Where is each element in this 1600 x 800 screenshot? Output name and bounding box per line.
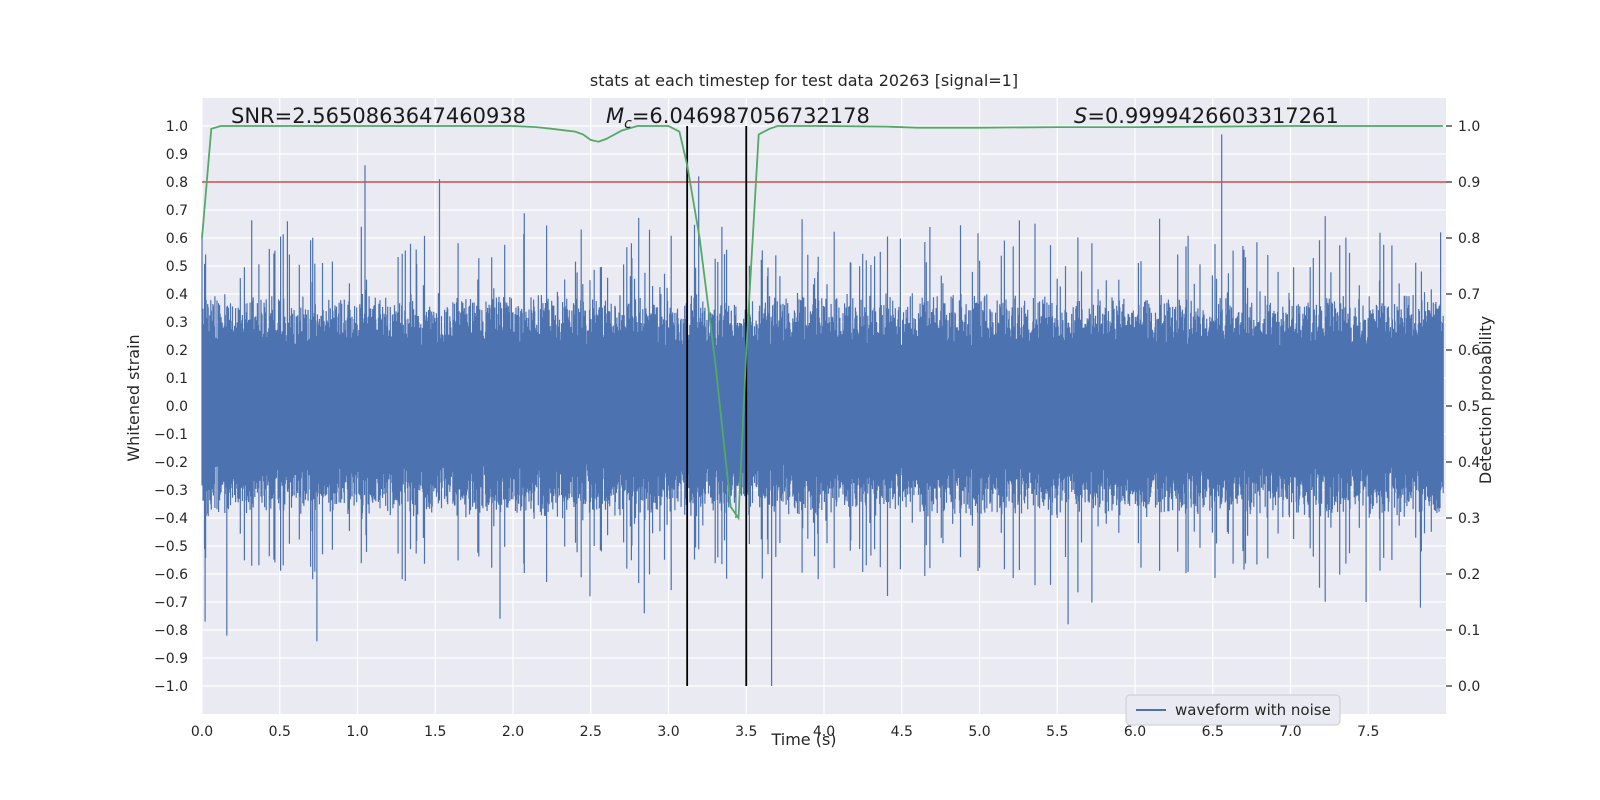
right-y-tick-label: 0.4 [1458,455,1480,471]
x-tick-label: 0.5 [269,724,291,740]
right-y-axis-label: Detection probability [1476,316,1495,484]
x-tick-label: 6.5 [1202,724,1224,740]
left-y-tick-label: −0.2 [154,455,188,471]
left-y-tick-label: −0.1 [154,427,188,443]
right-y-tick-label: 0.5 [1458,399,1480,415]
left-y-axis-ticks: 1.0 0.9 0.8 0.7 0.6 0.5 0.4 0.3 0.2 0.1 0.0 −0.1 −0.… [154,119,188,695]
chirp-mass-subscript: c [624,116,632,132]
left-y-tick-label: 0.3 [166,315,188,331]
x-tick-label: 3.5 [735,724,757,740]
left-y-tick-label: 0.5 [166,259,188,275]
x-tick-label: 3.0 [657,724,679,740]
left-y-tick-label: −0.6 [154,567,188,583]
right-y-tick-label: 0.8 [1458,231,1480,247]
chirp-mass-annotation: Mc=6.046987056732178 [606,104,870,132]
x-tick-label: 1.0 [346,724,368,740]
x-tick-label: 0.0 [191,724,213,740]
x-axis-ticks: 0.0 0.5 1.0 1.5 2.0 2.5 3.0 3.5 4.0 4.5 5.0 5.5 6.0 6… [191,724,1380,740]
x-tick-label: 4.0 [813,724,835,740]
right-y-tick-label: 1.0 [1458,119,1480,135]
left-y-tick-label: 0.2 [166,343,188,359]
right-y-tick-label: 0.2 [1458,567,1480,583]
waveform-series [201,134,1444,686]
left-y-tick-label: −0.7 [154,595,188,611]
left-y-tick-label: 1.0 [166,119,188,135]
x-tick-label: 2.0 [502,724,524,740]
left-y-tick-label: −0.3 [154,483,188,499]
x-tick-label: 1.5 [424,724,446,740]
left-y-tick-label: −0.4 [154,511,188,527]
detection-probability-series [201,125,1443,521]
chirp-mass-value: =6.046987056732178 [632,104,870,128]
legend: waveform with noise [1125,694,1341,726]
left-y-tick-label: −0.5 [154,539,188,555]
chirp-mass-symbol: M [606,104,624,128]
left-y-axis-label: Whitened strain [124,334,143,461]
detection-score-annotation: S=0.9999426603317261 [1074,104,1339,128]
left-y-tick-label: 0.0 [166,399,188,415]
x-tick-label: 7.5 [1357,724,1379,740]
right-y-tick-label: 0.7 [1458,287,1480,303]
x-tick-label: 4.5 [891,724,913,740]
x-axis-label: Time (s) [770,730,836,749]
left-y-tick-label: 0.8 [166,175,188,191]
left-y-tick-label: 0.6 [166,231,188,247]
left-y-tick-label: −0.8 [154,623,188,639]
left-y-tick-label: 0.4 [166,287,188,303]
legend-label-waveform: waveform with noise [1175,701,1331,719]
chart-title: stats at each timestep for test data 202… [590,71,1018,90]
x-tick-label: 7.0 [1279,724,1301,740]
left-y-tick-label: −1.0 [154,679,188,695]
right-y-tick-label: 0.0 [1458,679,1480,695]
x-tick-label: 2.5 [580,724,602,740]
left-y-tick-label: 0.7 [166,203,188,219]
right-y-tick-label: 0.3 [1458,511,1480,527]
right-y-tick-label: 0.9 [1458,175,1480,191]
left-y-tick-label: 0.1 [166,371,188,387]
snr-annotation: SNR=2.5650863647460938 [231,104,526,128]
left-y-tick-label: 0.9 [166,147,188,163]
right-y-axis-ticks: 1.0 0.9 0.8 0.7 0.6 0.5 0.4 0.3 0.2 0.1 0.0 [1446,119,1480,695]
x-tick-label: 6.0 [1124,724,1146,740]
score-value: =0.9999426603317261 [1087,104,1338,128]
right-y-tick-label: 0.6 [1458,343,1480,359]
left-y-tick-label: −0.9 [154,651,188,667]
score-symbol: S [1074,104,1087,128]
x-tick-label: 5.5 [1046,724,1068,740]
legend-box [1125,694,1341,726]
x-tick-label: 5.0 [968,724,990,740]
right-y-tick-label: 0.1 [1458,623,1480,639]
